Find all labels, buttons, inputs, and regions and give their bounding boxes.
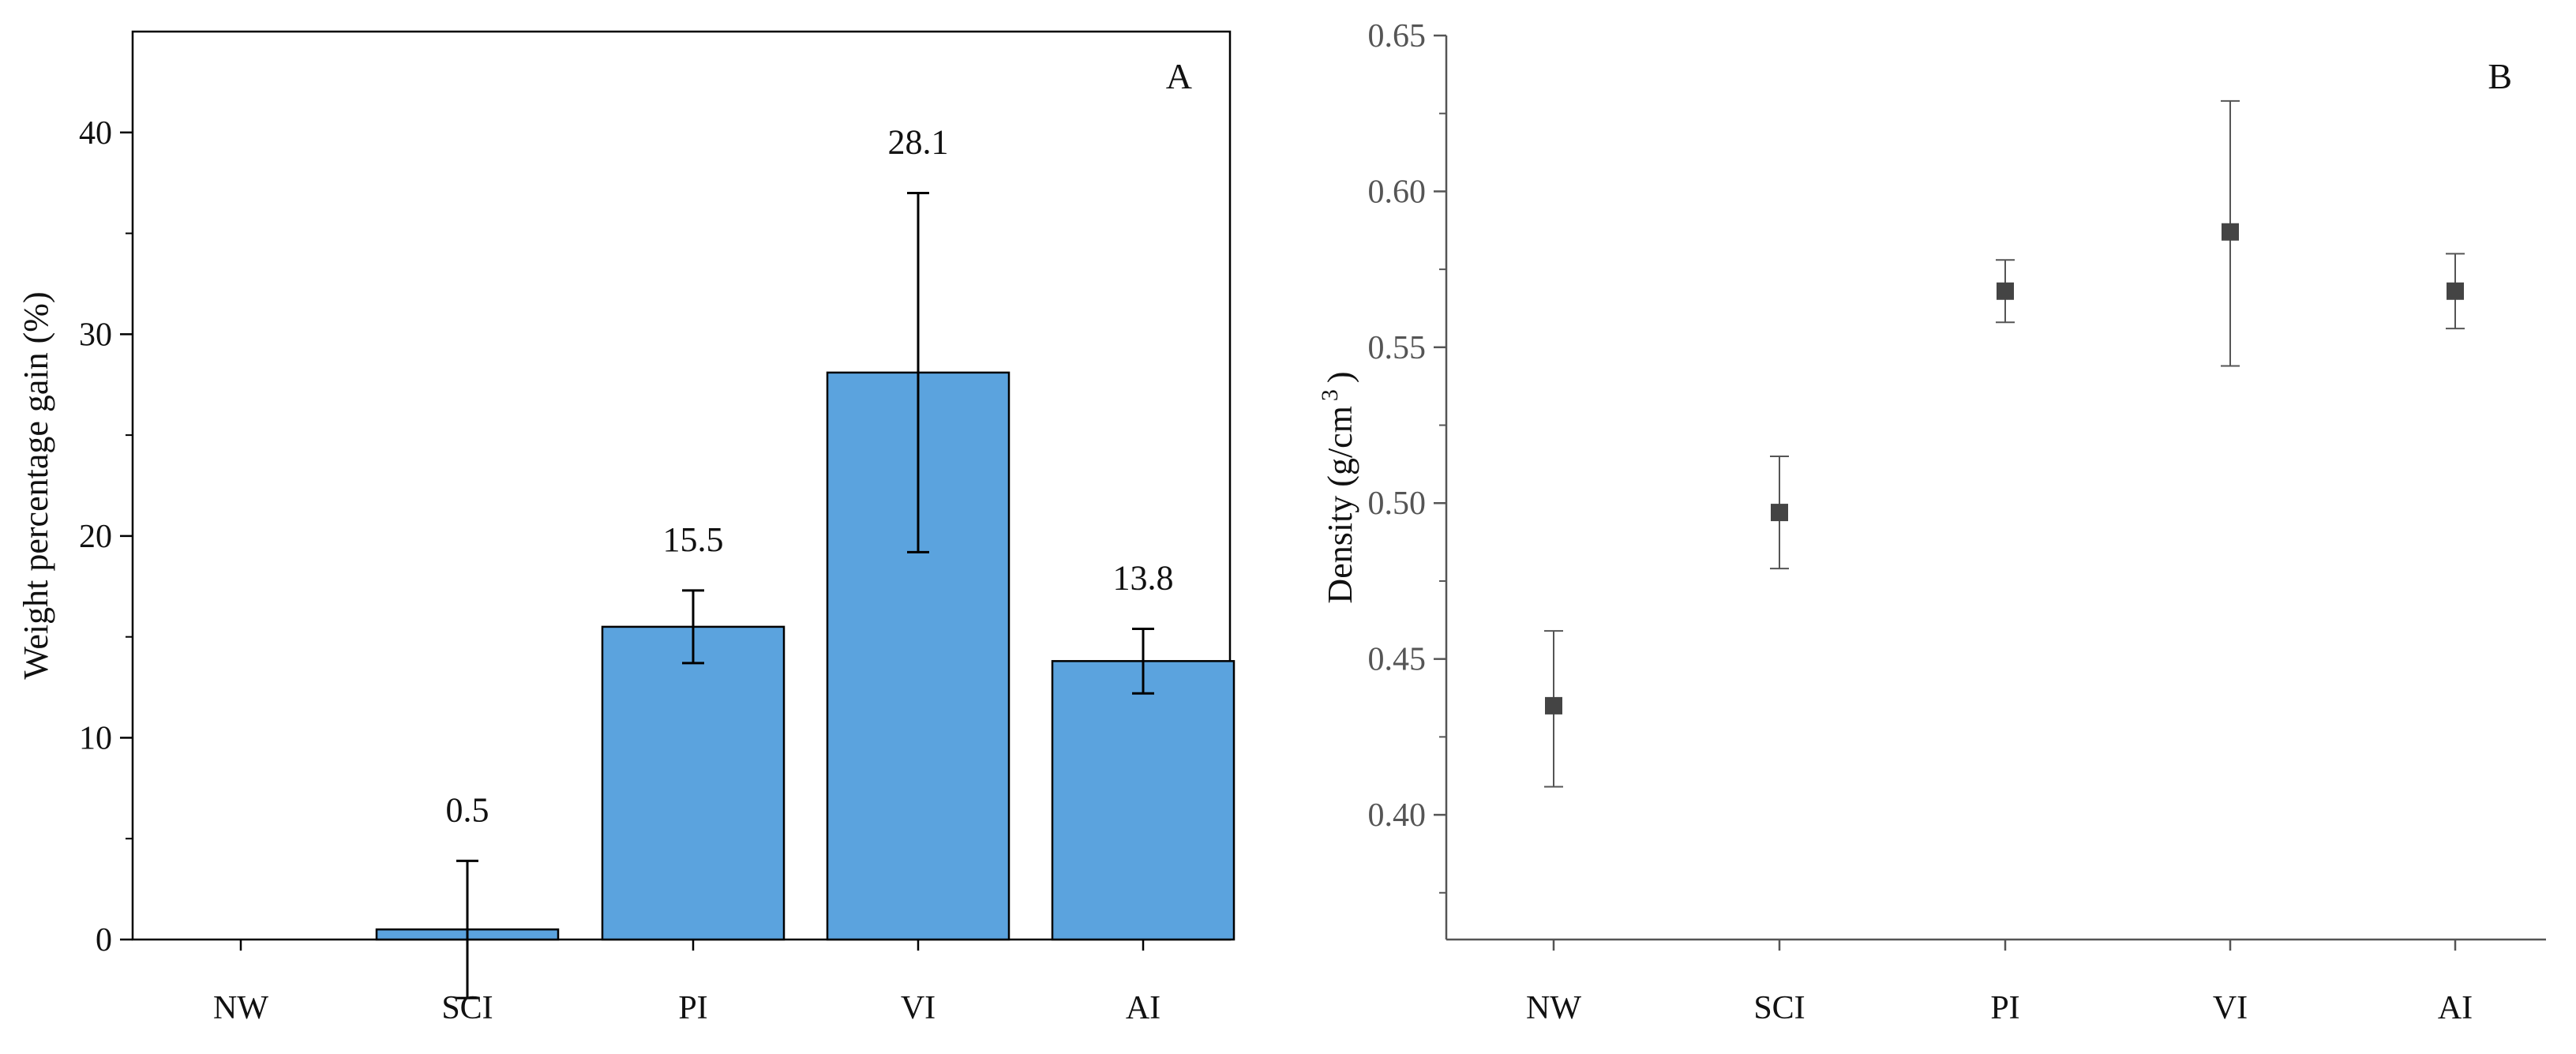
panel-b-ytick-label: 0.55 bbox=[1368, 330, 1427, 366]
error-bar-ai bbox=[1132, 627, 1154, 695]
panel-b-category-vi: VI bbox=[2213, 990, 2248, 1026]
density-point-ai bbox=[2447, 282, 2464, 300]
panel-a-letter: A bbox=[1166, 56, 1192, 96]
bar-ai bbox=[1051, 660, 1236, 941]
panel-b-letter: B bbox=[2488, 56, 2512, 96]
panel-a-y-axis-title: Weight percentage gain (%) bbox=[17, 291, 55, 679]
panel-a-ytick-label: 10 bbox=[79, 720, 112, 756]
density-point-vi bbox=[2222, 223, 2239, 241]
density-point-sci bbox=[1771, 504, 1788, 522]
panel-b-category-pi: PI bbox=[1990, 990, 2019, 1026]
panel-a-ytick-label: 40 bbox=[79, 115, 112, 152]
panel-a-category-vi: VI bbox=[901, 990, 936, 1026]
ylabel-close: ) bbox=[1321, 371, 1359, 383]
panel-a-category-pi: PI bbox=[678, 990, 707, 1026]
data-label-sci: 0.5 bbox=[446, 790, 489, 829]
bar-pi bbox=[601, 625, 786, 941]
data-label-vi: 28.1 bbox=[888, 122, 949, 161]
panel-a-category-nw: NW bbox=[213, 990, 268, 1026]
panel-b-y-axis-title: Density (g/cm 3) bbox=[1317, 371, 1359, 603]
density-point-nw bbox=[1545, 696, 1562, 715]
error-bar-sci bbox=[456, 859, 478, 1000]
panel-a-category-ai: AI bbox=[1126, 990, 1161, 1026]
panel-b-ytick-label: 0.60 bbox=[1368, 174, 1427, 210]
panel-a-ytick-label: 0 bbox=[96, 922, 112, 958]
panel-b: 0.40 0.45 0.50 0.55 0.60 0.65 NW SCI PI VI AI B Dens… bbox=[1317, 18, 2546, 1026]
panel-a: 0 10 20 30 40 NW 0.5 SCI 15.5 PI 28.1 VI 13.8 AI A Weig… bbox=[17, 30, 1236, 1026]
ylabel-superscript: 3 bbox=[1317, 389, 1343, 401]
panel-b-ytick-label: 0.65 bbox=[1368, 18, 1427, 54]
panel-a-ytick-label: 30 bbox=[79, 317, 112, 353]
panel-b-category-ai: AI bbox=[2438, 990, 2473, 1026]
error-bar-pi bbox=[682, 589, 704, 665]
panel-b-ytick-label: 0.50 bbox=[1368, 486, 1427, 522]
panel-b-category-nw: NW bbox=[1526, 990, 1581, 1026]
data-label-ai: 13.8 bbox=[1113, 558, 1174, 597]
data-label-pi: 15.5 bbox=[663, 520, 724, 559]
panel-b-category-sci: SCI bbox=[1753, 990, 1805, 1026]
panel-a-ytick-label: 20 bbox=[79, 519, 112, 555]
panel-b-y-axis-title-text: Density (g/cm 3) bbox=[1317, 371, 1359, 603]
panel-b-ytick-label: 0.45 bbox=[1368, 642, 1427, 678]
error-bar-vi bbox=[907, 191, 929, 553]
panel-b-ytick-label: 0.40 bbox=[1368, 797, 1427, 834]
density-point-pi bbox=[1997, 282, 2014, 300]
panel-a-category-sci: SCI bbox=[441, 990, 493, 1026]
ylabel-main: Density (g/cm bbox=[1321, 406, 1359, 604]
